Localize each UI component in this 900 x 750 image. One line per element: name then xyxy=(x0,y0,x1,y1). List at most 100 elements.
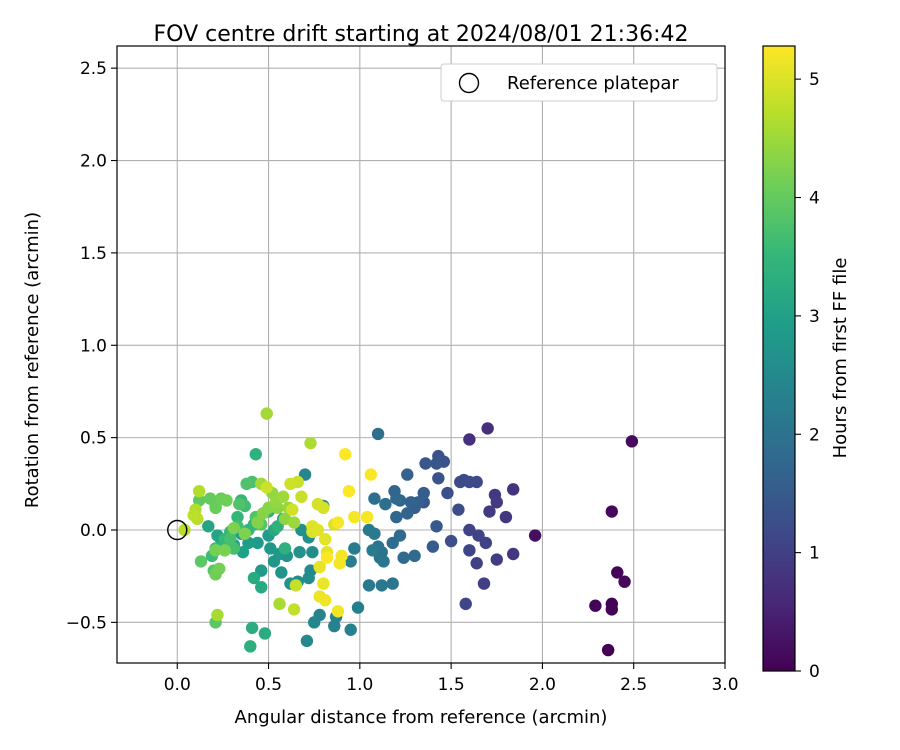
data-point xyxy=(295,490,308,503)
data-point xyxy=(260,407,273,420)
data-point xyxy=(264,542,277,555)
data-point xyxy=(249,448,262,461)
data-point xyxy=(408,549,421,563)
data-point xyxy=(202,520,215,533)
data-point xyxy=(528,529,542,542)
plot-background xyxy=(117,46,725,663)
x-tick-label: 2.0 xyxy=(529,675,556,695)
data-point xyxy=(454,475,467,489)
data-point xyxy=(284,477,297,491)
data-point xyxy=(302,571,315,585)
data-point xyxy=(300,634,314,648)
x-tick-label: 3.0 xyxy=(711,675,738,695)
data-point xyxy=(218,544,231,557)
data-point xyxy=(192,485,206,498)
data-point xyxy=(386,577,399,590)
y-axis-label: Rotation from reference (arcmin) xyxy=(22,212,43,508)
data-point xyxy=(351,601,365,614)
data-point xyxy=(618,575,631,588)
data-point xyxy=(601,643,615,657)
data-point xyxy=(605,505,618,518)
data-point xyxy=(224,533,237,546)
colorbar-tick-label: 0 xyxy=(809,662,820,682)
data-point xyxy=(233,497,246,511)
data-point xyxy=(397,551,410,564)
data-point xyxy=(320,551,334,564)
data-point xyxy=(611,566,624,579)
data-point xyxy=(470,557,483,570)
colorbar-tick-label: 3 xyxy=(809,307,820,327)
data-point xyxy=(344,555,357,568)
x-tick-label: 0.5 xyxy=(255,675,282,695)
y-axis: −0.5 0.0 0.5 1.0 1.5 2.0 2.5 xyxy=(66,59,117,633)
data-point xyxy=(273,597,286,611)
y-tick-label: 2.5 xyxy=(80,59,107,79)
data-point xyxy=(375,579,388,592)
data-point xyxy=(187,509,200,522)
data-point xyxy=(331,516,345,529)
data-point xyxy=(404,496,418,509)
data-point xyxy=(477,577,491,590)
colorbar-tick-label: 2 xyxy=(809,425,820,445)
legend: Reference platepar xyxy=(440,63,718,102)
data-point xyxy=(178,523,191,537)
data-point xyxy=(342,485,356,498)
y-tick-label: −0.5 xyxy=(66,613,107,633)
data-point xyxy=(251,516,264,529)
y-tick-label: 0.0 xyxy=(80,521,107,541)
data-point xyxy=(432,472,445,485)
data-point xyxy=(377,555,390,568)
data-point xyxy=(463,433,476,446)
y-tick-label: 2.0 xyxy=(80,152,107,172)
data-point xyxy=(194,555,208,568)
colorbar-tick-label: 4 xyxy=(809,189,820,209)
colorbar: 0 1 2 3 4 5 Hours from first FF file xyxy=(762,45,851,682)
data-point xyxy=(401,507,414,520)
data-point xyxy=(379,497,392,511)
data-point xyxy=(258,627,272,640)
data-point xyxy=(306,545,319,559)
data-point xyxy=(360,510,374,524)
data-point xyxy=(444,534,458,548)
data-point xyxy=(452,503,465,516)
data-point xyxy=(390,492,403,505)
data-point xyxy=(499,510,513,524)
data-point xyxy=(463,544,476,557)
data-point xyxy=(605,603,618,616)
data-point xyxy=(293,545,306,559)
data-point xyxy=(362,579,376,592)
data-point xyxy=(335,549,348,563)
data-point xyxy=(481,422,494,435)
data-point xyxy=(287,603,301,616)
data-point xyxy=(366,544,379,557)
data-point xyxy=(213,562,226,575)
data-point xyxy=(304,436,317,450)
reference-platepar-marker xyxy=(167,519,188,541)
data-point xyxy=(247,571,261,585)
data-point xyxy=(209,501,222,515)
data-point xyxy=(317,501,330,515)
data-point xyxy=(625,435,639,448)
data-point xyxy=(364,468,377,481)
colorbar-tick-label: 1 xyxy=(809,544,820,564)
data-point xyxy=(287,516,301,529)
data-point xyxy=(441,486,454,500)
legend-box xyxy=(440,63,718,102)
data-point xyxy=(278,542,292,555)
legend-entry-reference-platepar: Reference platepar xyxy=(507,73,679,94)
x-axis: 0.0 0.5 1.0 1.5 2.0 2.5 3.0 xyxy=(164,663,739,695)
data-point xyxy=(426,540,440,553)
y-tick-label: 1.0 xyxy=(80,336,107,356)
x-tick-label: 0.0 xyxy=(164,675,191,695)
data-point xyxy=(209,544,222,557)
colorbar-fill xyxy=(762,45,796,672)
plot-frame xyxy=(116,45,726,664)
data-point xyxy=(368,492,381,505)
data-point xyxy=(419,457,432,470)
data-point xyxy=(348,510,361,524)
data-point xyxy=(231,510,244,524)
data-point xyxy=(286,503,299,516)
data-point xyxy=(307,616,321,629)
data-point xyxy=(245,621,259,635)
data-point xyxy=(430,457,443,470)
